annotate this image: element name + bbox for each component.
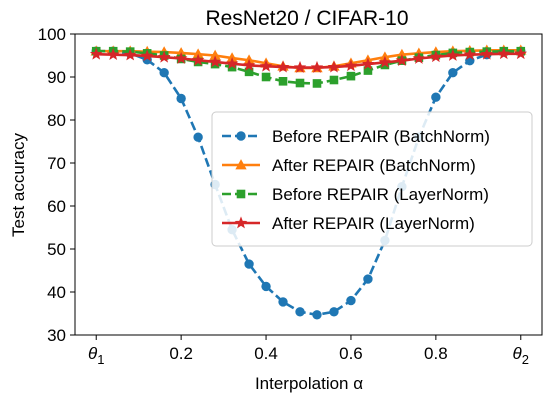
data-point	[278, 77, 288, 86]
data-point	[123, 48, 137, 61]
data-point	[346, 71, 356, 81]
x-tick-label: 0.4	[254, 344, 278, 363]
data-point	[329, 75, 339, 85]
chart-title: ResNet20 / CIFAR-10	[205, 7, 408, 30]
data-point	[514, 47, 528, 60]
x-tick-label: 0.8	[424, 344, 448, 363]
y-tick-label: 70	[47, 154, 66, 173]
x-tick-label: θ2	[513, 344, 529, 367]
legend-marker	[234, 216, 248, 229]
x-tick-label: 0.6	[339, 344, 363, 363]
legend-item: Before REPAIR (BatchNorm)	[222, 127, 490, 146]
data-point	[278, 297, 288, 307]
data-point	[295, 78, 305, 88]
y-tick-label: 80	[47, 111, 66, 130]
legend-label: Before REPAIR (BatchNorm)	[272, 127, 490, 146]
y-tick-label: 30	[47, 326, 66, 345]
legend-label: After REPAIR (LayerNorm)	[272, 214, 475, 233]
y-axis-label: Test accuracy	[9, 133, 28, 237]
data-point	[312, 310, 322, 320]
legend-marker	[236, 131, 246, 141]
data-point	[193, 132, 203, 142]
data-point	[346, 295, 356, 306]
data-point	[174, 51, 188, 64]
y-tick-label: 50	[47, 240, 66, 259]
data-point	[106, 48, 120, 60]
x-axis-label: Interpolation α	[255, 374, 363, 393]
data-point	[191, 53, 205, 66]
data-point	[329, 307, 339, 317]
data-point	[159, 68, 169, 78]
data-point	[276, 60, 290, 73]
data-point	[363, 274, 373, 284]
data-point	[448, 68, 458, 78]
data-point	[327, 60, 341, 73]
legend-item: After REPAIR (LayerNorm)	[222, 214, 475, 233]
data-point	[395, 54, 409, 67]
y-tick-label: 90	[47, 68, 66, 87]
data-point	[429, 50, 443, 63]
data-point	[431, 92, 441, 102]
axes: 30 40 50 60 70 80 90 100 θ1 0.2 0.4 0.6 0.8 θ2	[38, 25, 529, 367]
legend-label: Before REPAIR (LayerNorm)	[272, 185, 489, 204]
data-point	[261, 281, 271, 292]
x-tick-label: 0.2	[169, 344, 193, 363]
y-tick-label: 60	[47, 197, 66, 216]
data-point	[176, 93, 186, 104]
data-point	[361, 57, 375, 70]
data-point	[497, 47, 511, 60]
data-point	[140, 49, 154, 62]
data-point	[295, 307, 305, 317]
legend-marker	[235, 159, 247, 170]
data-point	[480, 47, 494, 60]
y-tick-label: 40	[47, 283, 66, 302]
series-4	[89, 47, 528, 73]
data-point	[310, 60, 324, 73]
x-tick-label: θ1	[88, 344, 104, 367]
data-point	[208, 55, 222, 68]
data-point	[312, 79, 322, 88]
data-point	[344, 59, 358, 72]
data-point	[242, 58, 256, 71]
data-point	[412, 51, 426, 64]
data-point	[225, 57, 239, 70]
data-point	[259, 59, 273, 72]
legend-marker	[236, 189, 246, 199]
data-point	[261, 72, 271, 82]
plot-frame	[74, 33, 543, 336]
legend-box	[211, 111, 533, 247]
data-point	[378, 55, 392, 68]
data-point	[463, 48, 477, 60]
data-point	[446, 48, 460, 61]
legend-item: After REPAIR (BatchNorm)	[222, 156, 476, 175]
legend-label: After REPAIR (BatchNorm)	[272, 156, 476, 175]
legend-item: Before REPAIR (LayerNorm)	[222, 185, 489, 204]
data-point	[157, 50, 171, 63]
legend: Before REPAIR (BatchNorm) After REPAIR (B…	[211, 111, 533, 247]
data-point	[89, 47, 103, 60]
series-line	[96, 49, 521, 317]
data-point	[293, 60, 307, 73]
y-tick-label: 100	[38, 25, 66, 44]
data-point	[244, 259, 254, 269]
